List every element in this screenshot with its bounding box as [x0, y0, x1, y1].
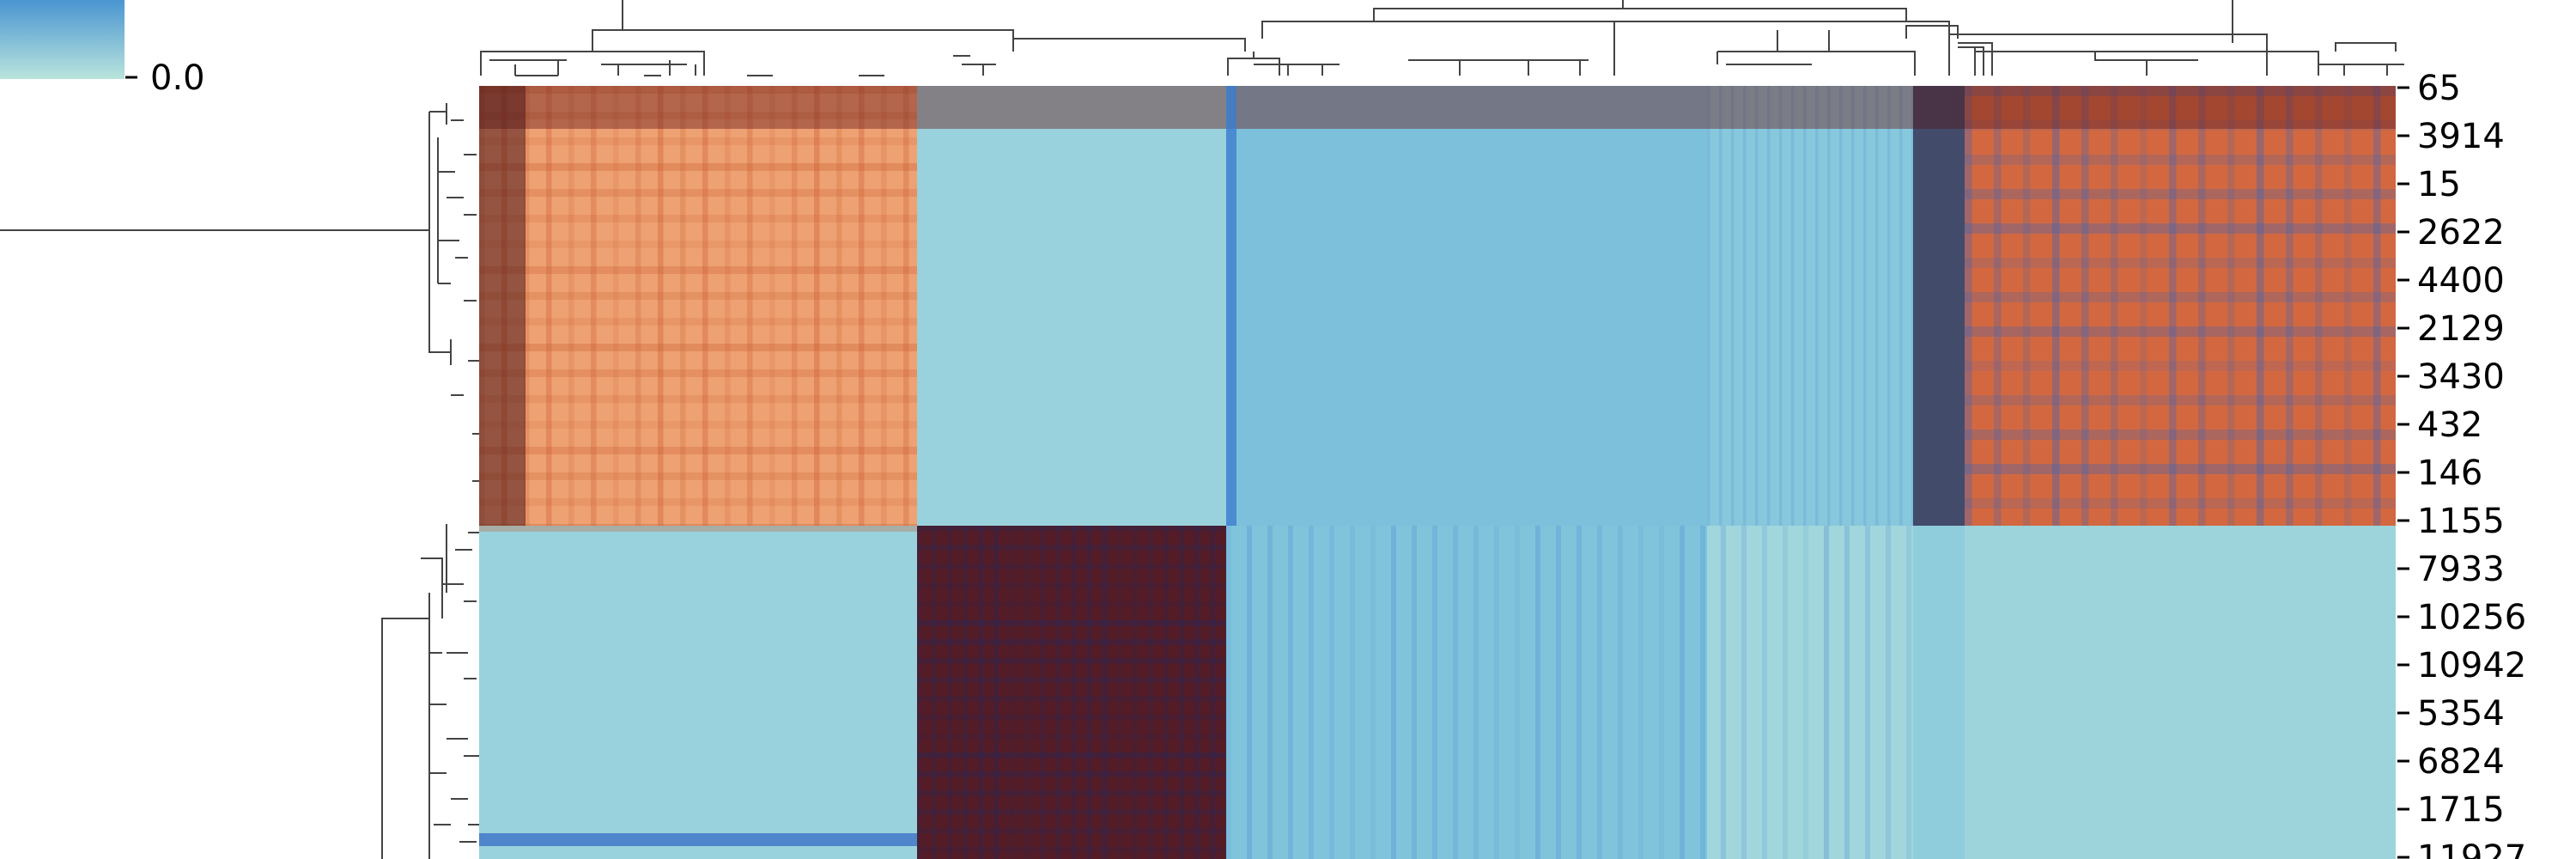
heatmap-matrix — [479, 86, 2396, 859]
heatmap-block-A-B — [917, 86, 1226, 526]
heatmap-block-A-D — [1707, 86, 1913, 526]
row-tick-label: 11927 — [2417, 838, 2526, 859]
heatmap-dark-band-top — [479, 86, 2396, 129]
row-dendrogram — [0, 103, 481, 859]
row-tick-label: 1155 — [2417, 502, 2505, 541]
heatmap-dark-band-left — [479, 86, 526, 526]
row-tick-label: 1715 — [2417, 790, 2505, 830]
heatmap-block-A-C — [1226, 86, 1707, 526]
heatmap-blue-line-bottom — [479, 833, 917, 846]
heatmap-block-B-D — [1707, 526, 1913, 859]
column-dendrogram-branches — [480, 0, 2404, 76]
colorbar-tick-label: 0.0 — [150, 58, 205, 98]
heatmap-block-B-B — [917, 526, 1226, 859]
heatmap-texture — [1965, 86, 2381, 526]
row-tick-label: 10942 — [2417, 646, 2526, 685]
colorbar: 0.0 — [0, 0, 205, 98]
row-tick-label: 6824 — [2417, 742, 2505, 782]
row-tick-label: 146 — [2417, 454, 2482, 493]
row-tick-label: 5354 — [2417, 694, 2505, 734]
row-dendrogram-branches — [0, 103, 481, 859]
row-tick-label: 65 — [2417, 69, 2461, 108]
row-tick-label: 10256 — [2417, 598, 2526, 637]
heatmap-block-B-A — [479, 526, 917, 859]
heatmap-block-B-F — [1965, 526, 2396, 859]
row-tick-label: 2622 — [2417, 213, 2505, 253]
heatmap-blue-line — [1226, 86, 1236, 526]
heatmap-block-B-C — [1226, 526, 1707, 859]
heatmap-texture — [917, 526, 1226, 853]
heatmap-block-A-F — [1965, 86, 2396, 526]
heatmap-texture — [1226, 526, 1911, 859]
row-tick-label: 3914 — [2417, 117, 2505, 156]
row-ticks: 65 3914 15 2622 4400 2129 3430 432 146 1155 7933 10… — [2397, 69, 2526, 859]
heatmap-texture — [1707, 86, 1915, 526]
row-tick-label: 3430 — [2417, 357, 2505, 397]
column-dendrogram — [480, 0, 2404, 76]
heatmap-block-A-A — [479, 86, 917, 526]
heatmap-dark-band-mid — [1913, 86, 1965, 526]
heatmap-texture — [1965, 86, 2396, 509]
row-tick-label: 432 — [2417, 405, 2482, 445]
row-tick-label: 2129 — [2417, 309, 2505, 349]
heatmap-texture — [479, 86, 917, 532]
colorbar-gradient — [0, 0, 125, 79]
row-tick-label: 15 — [2417, 165, 2461, 204]
heatmap-block-B-E — [1913, 526, 1965, 859]
heatmap-texture — [917, 526, 1215, 859]
row-tick-label: 7933 — [2417, 550, 2505, 589]
row-tick-label: 4400 — [2417, 261, 2505, 301]
